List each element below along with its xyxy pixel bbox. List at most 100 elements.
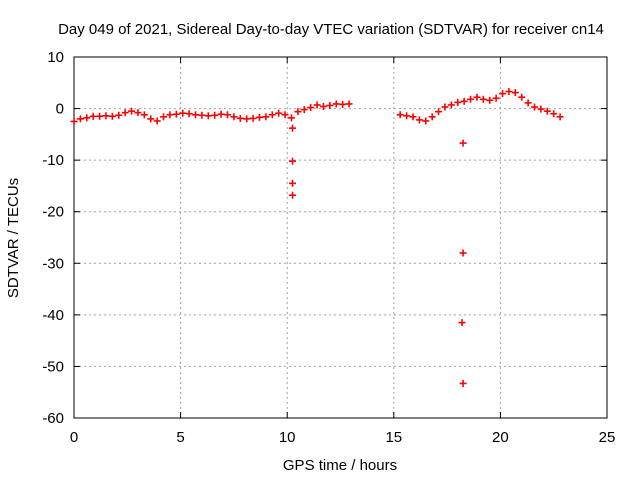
data-point: [486, 96, 494, 104]
data-point: [289, 157, 297, 165]
data-point: [236, 114, 244, 122]
data-point: [459, 139, 467, 147]
data-point: [217, 110, 225, 118]
data-point: [313, 101, 321, 109]
y-tick-label: -50: [42, 358, 64, 375]
data-points: [70, 88, 564, 387]
data-point: [198, 111, 206, 119]
data-point: [287, 114, 295, 122]
data-point: [409, 113, 417, 121]
axis-ticks: 0 5 10 15 20 25 -60 -50 -40 -30 -20 -10 0 10: [42, 49, 615, 446]
data-point: [76, 115, 84, 123]
data-point: [505, 88, 513, 96]
data-point: [243, 115, 251, 123]
data-point: [294, 108, 302, 116]
data-point: [479, 95, 487, 103]
data-point: [108, 112, 116, 120]
data-point: [543, 107, 551, 115]
data-point: [441, 103, 449, 111]
y-axis-label: SDTVAR / TECUs: [5, 178, 22, 298]
data-point: [289, 191, 297, 199]
data-point: [460, 97, 468, 105]
data-point: [326, 101, 334, 109]
x-axis-label: GPS time / hours: [283, 457, 397, 474]
data-point: [179, 109, 187, 117]
data-point: [459, 379, 467, 387]
data-point: [531, 103, 539, 111]
y-tick-label: -20: [42, 204, 64, 221]
x-tick-label: 25: [599, 429, 616, 446]
x-tick-label: 10: [279, 429, 296, 446]
data-point: [275, 109, 283, 117]
data-point: [428, 113, 436, 121]
data-point: [492, 94, 500, 102]
y-tick-label: 0: [56, 101, 64, 118]
x-tick-label: 0: [70, 429, 78, 446]
data-point: [255, 113, 263, 121]
x-tick-label: 15: [385, 429, 402, 446]
y-tick-label: -30: [42, 255, 64, 272]
data-point: [459, 249, 467, 257]
x-tick-label: 20: [492, 429, 509, 446]
y-tick-label: -60: [42, 410, 64, 427]
data-point: [172, 110, 180, 118]
data-point: [319, 103, 327, 111]
data-point: [435, 108, 443, 116]
data-point: [192, 111, 200, 119]
x-tick-label: 5: [176, 429, 184, 446]
data-point: [128, 107, 136, 115]
grid-lines: [74, 57, 607, 418]
data-point: [185, 110, 193, 118]
data-point: [511, 89, 519, 97]
data-point: [524, 99, 532, 107]
data-point: [134, 109, 142, 117]
data-point: [307, 104, 315, 112]
data-point: [537, 105, 545, 113]
data-point: [415, 116, 423, 124]
data-point: [96, 112, 104, 120]
data-point: [140, 111, 148, 119]
data-point: [345, 100, 353, 108]
data-point: [289, 179, 297, 187]
y-tick-label: -10: [42, 152, 64, 169]
data-point: [102, 112, 110, 120]
data-point: [153, 117, 161, 125]
data-point: [300, 106, 308, 114]
data-point: [339, 100, 347, 108]
data-point: [396, 111, 404, 119]
data-point: [115, 111, 123, 119]
data-point: [332, 100, 340, 108]
data-point: [211, 111, 219, 119]
data-point: [447, 101, 455, 109]
data-point: [89, 112, 97, 120]
y-tick-label: -40: [42, 307, 64, 324]
data-point: [403, 112, 411, 120]
data-point: [499, 90, 507, 98]
chart-title: Day 049 of 2021, Sidereal Day-to-day VTE…: [58, 21, 604, 38]
data-point: [83, 114, 91, 122]
data-point: [550, 110, 558, 118]
data-point: [262, 113, 270, 121]
data-point: [473, 93, 481, 101]
data-point: [70, 117, 78, 125]
data-point: [160, 113, 168, 121]
y-tick-label: 10: [47, 49, 64, 66]
data-point: [121, 109, 129, 117]
data-point: [422, 117, 430, 125]
data-point: [147, 115, 155, 123]
data-point: [289, 124, 297, 132]
data-point: [556, 113, 564, 121]
plot-frame: [73, 56, 608, 419]
data-point: [467, 95, 475, 103]
data-point: [224, 111, 232, 119]
data-point: [268, 111, 276, 119]
data-point: [518, 93, 526, 101]
data-point: [204, 112, 212, 120]
data-point: [249, 114, 257, 122]
data-point: [454, 98, 462, 106]
data-point: [281, 111, 289, 119]
data-point: [458, 319, 466, 327]
data-point: [230, 113, 238, 121]
data-point: [166, 111, 174, 119]
